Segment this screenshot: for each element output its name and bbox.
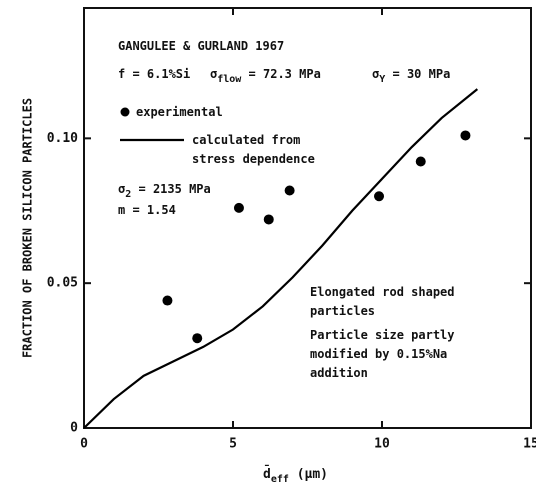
data-point bbox=[415, 156, 426, 167]
data-point bbox=[374, 191, 385, 202]
annotation: m = 1.54 bbox=[118, 201, 318, 220]
data-point bbox=[284, 185, 295, 196]
annotation-text: = 72.3 MPa bbox=[241, 67, 321, 81]
data-point bbox=[192, 333, 203, 344]
x-axis-label-unit: (μm) bbox=[289, 467, 328, 482]
data-point bbox=[263, 214, 274, 225]
y-tick-label: 0 bbox=[70, 421, 78, 436]
annotation-text: f = 6.1%Si bbox=[118, 67, 191, 81]
annotation-text: σ bbox=[118, 182, 126, 196]
annotation: σ2 = 2135 MPa bbox=[118, 180, 318, 204]
data-point bbox=[233, 202, 244, 213]
x-tick-label: 5 bbox=[229, 437, 237, 452]
annotation-text: Particle size partly modified by 0.15%Na… bbox=[310, 328, 455, 380]
x-axis-label-sub: eff bbox=[271, 474, 289, 485]
plot-frame bbox=[83, 7, 532, 429]
annotation-subscript: Y bbox=[379, 74, 386, 85]
annotation: Particle size partly modified by 0.15%Na… bbox=[310, 326, 470, 383]
annotation-text: m = 1.54 bbox=[118, 203, 176, 217]
annotation: Elongated rod shaped particles bbox=[310, 283, 470, 321]
y-tick-label: 0.10 bbox=[47, 131, 78, 146]
x-axis-label-base: d̄ bbox=[263, 465, 271, 482]
annotation-text: GANGULEE & GURLAND 1967 bbox=[118, 39, 285, 53]
y-axis-label: FRACTION OF BROKEN SILICON PARTICLES bbox=[21, 98, 35, 358]
legend-label: experimental bbox=[136, 105, 223, 119]
annotation: σflow = 72.3 MPa bbox=[210, 65, 370, 89]
legend-label: calculated from stress dependence bbox=[192, 133, 315, 166]
annotation-text: = 30 MPa bbox=[385, 67, 451, 81]
annotation-subscript: flow bbox=[217, 74, 242, 85]
annotation-text: σ bbox=[210, 67, 218, 81]
annotation-text: = 2135 MPa bbox=[131, 182, 211, 196]
data-point bbox=[162, 295, 173, 306]
annotation: σY = 30 MPa bbox=[372, 65, 522, 89]
x-tick-label: 10 bbox=[374, 437, 390, 452]
y-tick-label: 0.05 bbox=[47, 276, 78, 291]
annotation-text: σ bbox=[372, 67, 380, 81]
annotation: GANGULEE & GURLAND 1967 bbox=[118, 37, 418, 56]
annotation: f = 6.1%Si bbox=[118, 65, 238, 84]
legend-marker bbox=[120, 107, 130, 117]
x-axis-label: d̄eff (μm) bbox=[263, 465, 328, 485]
curve bbox=[83, 88, 479, 429]
x-tick-label: 0 bbox=[80, 437, 88, 452]
x-tick-label: 15 bbox=[523, 437, 536, 452]
data-point bbox=[460, 130, 471, 141]
annotation-subscript: 2 bbox=[125, 189, 132, 200]
annotation-text: Elongated rod shaped particles bbox=[310, 285, 455, 318]
